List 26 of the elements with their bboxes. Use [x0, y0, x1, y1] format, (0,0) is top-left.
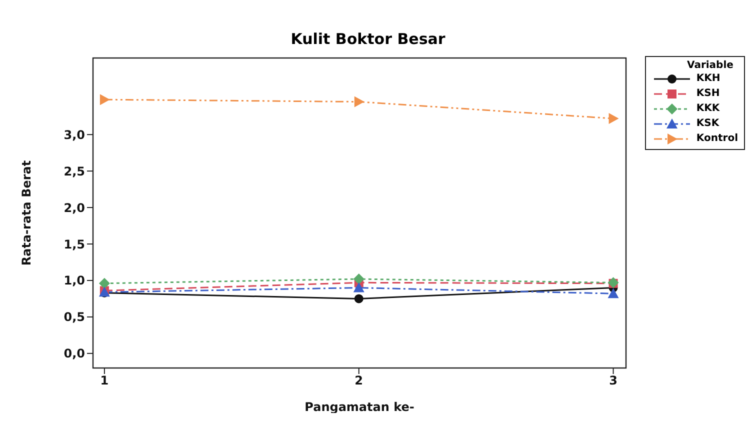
legend-label: KSH [696, 88, 720, 99]
y-tick-label: 2,0 [64, 200, 85, 215]
point [608, 288, 619, 298]
point [100, 94, 110, 106]
y-tick-label: 0,0 [64, 346, 85, 361]
point [608, 113, 619, 124]
y-tick-label: 1,5 [64, 237, 85, 252]
point [354, 294, 364, 304]
y-tick-label: 0,5 [64, 310, 85, 324]
legend-label: KSK [696, 118, 720, 129]
y-tick-label: 2,5 [64, 164, 85, 178]
x-tick-label: 3 [609, 374, 618, 388]
point [354, 96, 364, 108]
y-tick-label: 1,0 [64, 274, 85, 288]
legend-label: KKK [696, 103, 720, 114]
y-axis-title: Rata-rata Berat [19, 160, 34, 266]
point [353, 274, 364, 285]
y-tick-label: 3,0 [64, 128, 85, 142]
chart-title: Kulit Boktor Besar [290, 30, 446, 48]
x-tick-label: 1 [100, 374, 109, 388]
legend-label: Kontrol [696, 133, 738, 144]
legend-label: KKH [696, 73, 720, 84]
point [353, 282, 364, 292]
x-tick-label: 2 [354, 374, 364, 388]
point [98, 278, 110, 289]
legend-title: Variable [686, 60, 734, 71]
